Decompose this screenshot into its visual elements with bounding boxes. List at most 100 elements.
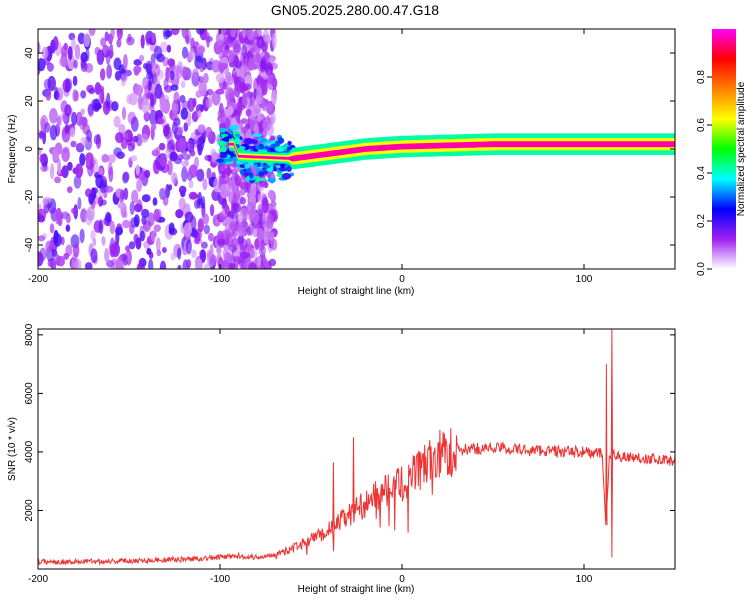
spectrogram-cell [133, 59, 142, 66]
spectrogram-cell [167, 159, 173, 176]
spectrogram-cell [223, 49, 233, 57]
spectrogram-cell [158, 142, 166, 151]
spectrogram-cell [277, 137, 285, 144]
spectrogram-cell [243, 89, 251, 98]
spectrogram-cell [73, 175, 82, 189]
spectrogram-cell [257, 208, 263, 224]
y-tick-label: 0 [24, 146, 35, 152]
spectrogram-cell [159, 96, 167, 113]
spectrogram-cell [135, 237, 142, 250]
spectrogram-cell [267, 69, 272, 86]
spectrogram-cell [153, 45, 163, 60]
spectrogram-cell [181, 46, 189, 59]
spectrogram-cell [141, 194, 151, 203]
spectrogram-cell [224, 229, 231, 241]
spectrogram-cell [106, 92, 111, 109]
y-tick-label: 6000 [24, 382, 35, 405]
spectrogram-cell [256, 36, 265, 49]
spectrogram-cell [225, 216, 232, 224]
y-tick-label: 2000 [24, 499, 35, 522]
spectrogram-cell [255, 76, 264, 85]
spectrogram-cell [151, 32, 156, 44]
spectrogram-cell [100, 37, 107, 47]
spectrogram-cell [178, 137, 187, 153]
y-tick-label: 8000 [24, 323, 35, 346]
spectrogram-cell [69, 127, 76, 138]
spectrogram-cell [90, 248, 98, 264]
spectrogram-cell [42, 165, 47, 173]
spectrogram-cell [147, 212, 155, 227]
spectrogram-cell [114, 70, 121, 81]
colorbar-tick-label: 0.8 [696, 70, 707, 84]
spectrogram-cell [133, 65, 142, 74]
spectrogram-cell [154, 83, 163, 99]
colorbar-ticks: 0.0 0.2 0.4 0.6 0.8 [696, 70, 712, 276]
spectrogram-cell [241, 96, 247, 106]
spectrogram-cell [222, 81, 228, 91]
spectrogram-cell [180, 107, 188, 120]
spectrogram-cell [197, 191, 202, 206]
spectrogram-cell [166, 44, 172, 53]
spectrogram-cell [143, 111, 151, 122]
spectrogram-cell [245, 167, 252, 174]
spectrogram-cell [93, 134, 101, 145]
spectrogram-cell [205, 97, 212, 109]
spectrogram-cell [65, 215, 71, 223]
spectrogram-cell [231, 237, 241, 246]
spectrogram-cell [104, 31, 109, 42]
spectrogram-cell [254, 238, 260, 251]
spectrogram-cell [95, 85, 105, 93]
spectrogram-cell [262, 29, 269, 42]
spectrogram-cell [168, 222, 175, 234]
spectrogram-cell [123, 54, 128, 70]
spectrogram-cell [261, 81, 268, 96]
spectrogram-cell [234, 173, 240, 181]
spectrogram-cell [175, 65, 183, 79]
spectrogram-cell [109, 243, 116, 258]
spectrogram-cell [42, 198, 48, 206]
spectrogram-cell [225, 117, 230, 131]
x-tick-label: -100 [210, 574, 230, 585]
spectrogram-cell [215, 88, 225, 95]
spectrogram-cell [38, 131, 45, 139]
spectrogram-cell [192, 97, 197, 108]
y-tick-label: -40 [24, 237, 35, 252]
spectrogram-cell [153, 224, 161, 232]
spectrogram-cell [192, 68, 199, 80]
spectrogram-cell [115, 256, 124, 269]
spectrogram-cell [170, 84, 179, 91]
spectrogram-cell [128, 92, 138, 106]
spectrogram-cell [144, 169, 151, 179]
spectrogram-cell [106, 64, 112, 79]
spectrogram-cell [239, 181, 248, 190]
spectrogram-cell [181, 160, 190, 168]
spectrogram-cell [57, 158, 62, 175]
spectrogram-cell [52, 36, 59, 51]
spectrogram-cell [169, 151, 178, 162]
spectrogram-cell [167, 58, 176, 67]
spectrogram-cell [152, 197, 158, 206]
spectrogram-cell [135, 164, 141, 176]
spectrogram-cell [148, 258, 154, 269]
spectrogram-cell [271, 89, 277, 105]
spectrogram-cell [109, 220, 116, 235]
spectrogram-cell [59, 56, 68, 68]
spectrogram-cell [230, 29, 237, 38]
spectrogram-cell [241, 217, 247, 228]
spectrogram-cell [216, 158, 225, 163]
spectrogram-cell [121, 72, 128, 82]
spectrogram-cell [188, 138, 198, 145]
snr-plot-area [38, 329, 675, 566]
spectrogram-cell [227, 187, 233, 204]
colorbar [712, 29, 736, 269]
spectrogram-cell [262, 228, 270, 241]
spectrogram-cell [107, 33, 113, 45]
spectrogram-cell [85, 129, 93, 142]
spectrogram-cell [266, 213, 274, 230]
snr-y-axis-label: SNR (10 * v/v) [7, 417, 18, 481]
spectrogram-cell [240, 118, 248, 125]
spectrogram-x-axis-label: Height of straight line (km) [298, 286, 415, 297]
spectrogram-cell [151, 149, 160, 157]
